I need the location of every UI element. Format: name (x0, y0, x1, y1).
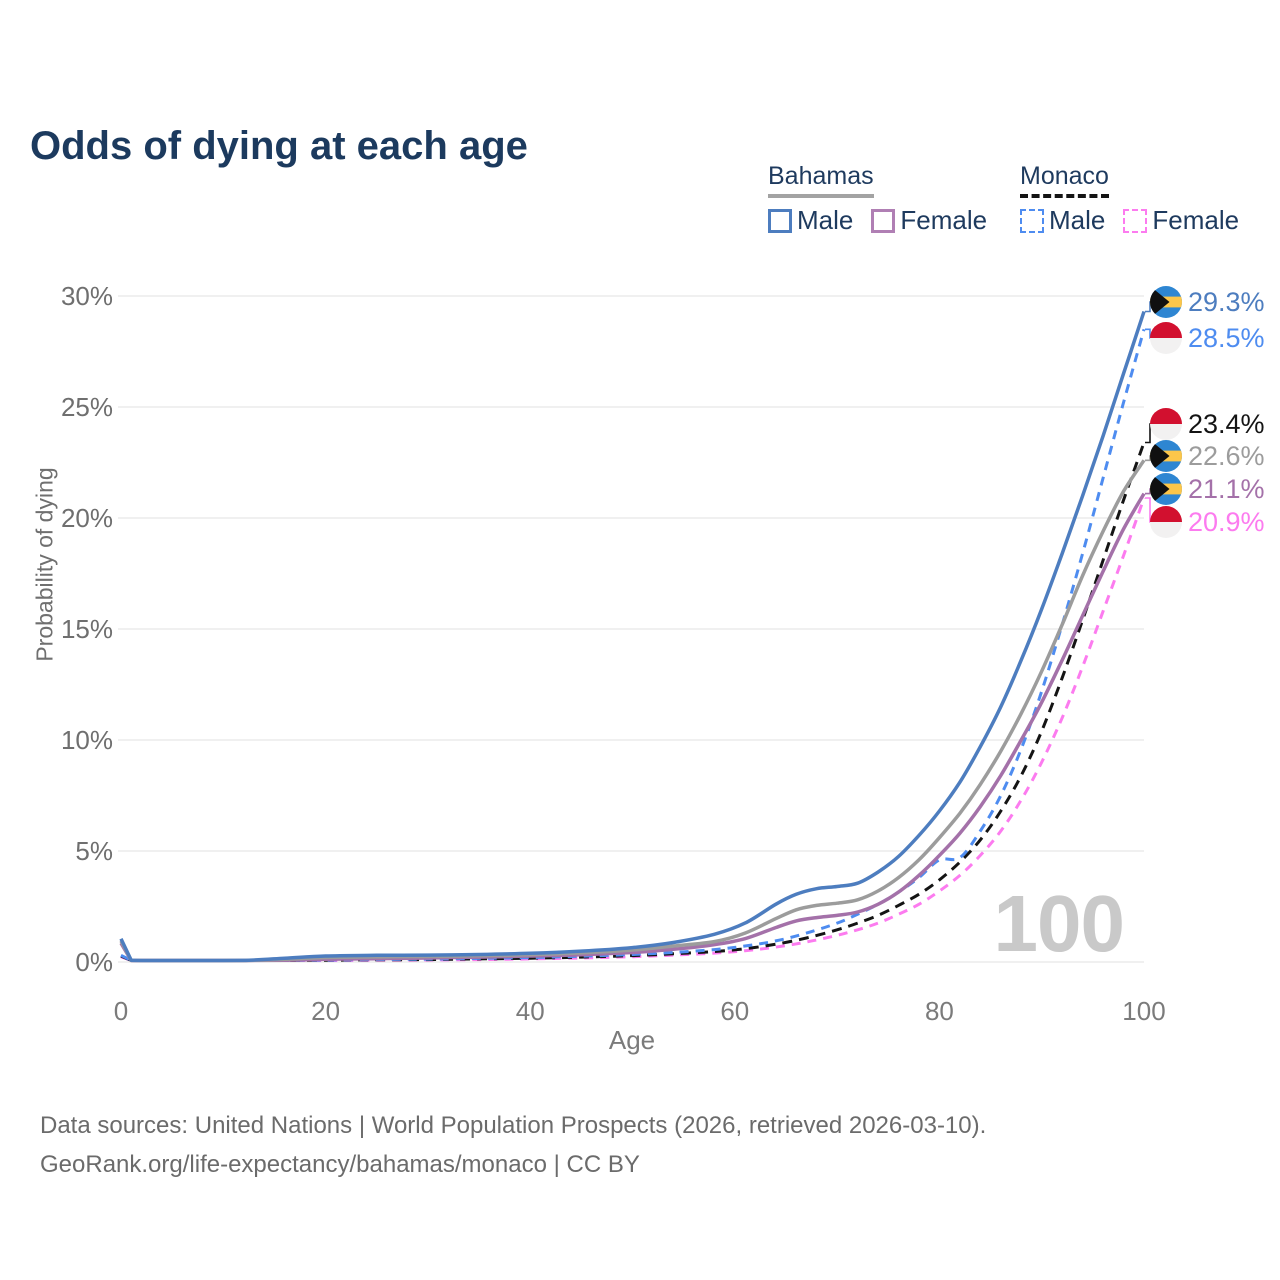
x-tick-label: 80 (925, 996, 954, 1026)
footer-data-sources: Data sources: United Nations | World Pop… (40, 1112, 987, 1139)
bahamas-flag-icon (1150, 473, 1182, 505)
x-tick-label: 0 (114, 996, 128, 1026)
x-axis-title: Age (608, 1025, 656, 1055)
legend-row-monaco: Male Female (1020, 205, 1257, 236)
y-tick-label: 15% (61, 614, 113, 644)
monaco-flag-icon (1150, 408, 1182, 440)
legend-label-monaco-female[interactable]: Female (1152, 205, 1240, 235)
monaco-flag-icon (1150, 322, 1182, 354)
legend-label-monaco-male[interactable]: Male (1049, 205, 1106, 235)
footer: Data sources: United Nations | World Pop… (40, 1106, 986, 1184)
bahamas-flag-icon (1150, 440, 1182, 472)
legend-swatch-monaco-female-icon[interactable] (1123, 208, 1148, 233)
end-label-monaco_total: 23.4% (1188, 409, 1265, 439)
x-tick-label: 20 (311, 996, 340, 1026)
legend-label-bahamas-male[interactable]: Male (797, 205, 854, 235)
y-tick-label: 5% (75, 836, 113, 866)
legend-header-bahamas[interactable]: Bahamas (768, 164, 874, 198)
footer-attribution: GeoRank.org/life-expectancy/bahamas/mona… (40, 1151, 640, 1178)
bahamas-flag-icon (1150, 286, 1182, 318)
legend-group-bahamas: Bahamas Male Female (768, 164, 1005, 236)
x-tick-label: 60 (720, 996, 749, 1026)
legend-swatch-monaco-male-icon[interactable] (1020, 208, 1044, 233)
end-label-bahamas_female: 21.1% (1188, 474, 1265, 504)
end-label-bahamas_total: 22.6% (1188, 441, 1265, 471)
legend-swatch-bahamas-female-icon[interactable] (871, 208, 896, 233)
monaco-flag-icon (1150, 506, 1182, 538)
y-tick-label: 20% (61, 503, 113, 533)
legend-group-monaco: Monaco Male Female (1020, 164, 1257, 236)
y-tick-label: 25% (61, 392, 113, 422)
legend-label-bahamas-female[interactable]: Female (900, 205, 988, 235)
y-tick-label: 10% (61, 725, 113, 755)
end-label-monaco_male: 28.5% (1188, 323, 1265, 353)
legend-row-bahamas: Male Female (768, 205, 1005, 236)
x-tick-label: 40 (516, 996, 545, 1026)
y-tick-label: 30% (61, 281, 113, 311)
series-line-bahamas_female (119, 492, 1146, 963)
x-tick-label: 100 (1122, 996, 1165, 1026)
y-tick-label: 0% (75, 947, 113, 977)
series-line-bahamas_total (119, 459, 1146, 963)
legend-swatch-bahamas-male-icon[interactable] (768, 208, 792, 233)
age-watermark: 100 (993, 879, 1125, 968)
series-line-monaco_total (120, 441, 1146, 962)
series-line-monaco_male (120, 328, 1146, 962)
end-label-monaco_female: 20.9% (1188, 507, 1265, 537)
legend-header-monaco[interactable]: Monaco (1020, 164, 1109, 198)
page-title: Odds of dying at each age (30, 123, 528, 168)
y-axis-title: Probability of dying (31, 467, 58, 662)
series-line-bahamas_male (119, 310, 1146, 963)
end-label-bahamas_male: 29.3% (1188, 287, 1265, 317)
